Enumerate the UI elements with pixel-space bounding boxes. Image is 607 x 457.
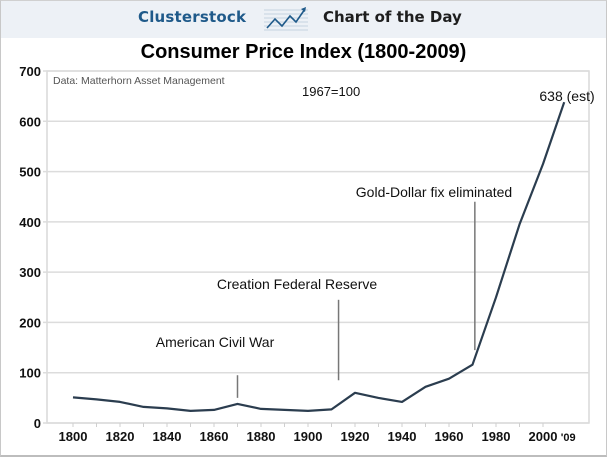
annotation-label: 638 (est) <box>539 88 594 104</box>
y-tick-label: 100 <box>19 366 41 381</box>
annotation-label: American Civil War <box>156 334 275 350</box>
x-tick-label: 1900 <box>294 429 323 444</box>
source-note: Data: Matterhorn Asset Management <box>53 75 225 87</box>
x-tick-label: 1820 <box>106 429 135 444</box>
y-tick-label: 700 <box>19 64 41 79</box>
x-tick-label: '09 <box>561 432 576 444</box>
y-tick-label: 200 <box>19 315 41 330</box>
base-year-note: 1967=100 <box>302 84 360 99</box>
y-tick-label: 300 <box>19 265 41 280</box>
annotation-label: Gold-Dollar fix eliminated <box>356 184 512 200</box>
y-tick-label: 0 <box>34 416 41 431</box>
x-tick-label: 1800 <box>59 429 88 444</box>
y-tick-label: 400 <box>19 215 41 230</box>
x-tick-label: 1980 <box>482 429 511 444</box>
x-tick-label: 2000 <box>529 429 558 444</box>
x-tick-label: 1860 <box>200 429 229 444</box>
x-tick-label: 1940 <box>388 429 417 444</box>
plot-area <box>47 71 589 423</box>
x-tick-label: 1960 <box>435 429 464 444</box>
x-tick-label: 1880 <box>247 429 276 444</box>
x-tick-label: 1920 <box>341 429 370 444</box>
cpi-series-line <box>73 102 564 411</box>
y-tick-label: 600 <box>19 114 41 129</box>
y-tick-label: 500 <box>19 165 41 180</box>
x-tick-label: 1840 <box>153 429 182 444</box>
annotation-label: Creation Federal Reserve <box>217 276 378 292</box>
